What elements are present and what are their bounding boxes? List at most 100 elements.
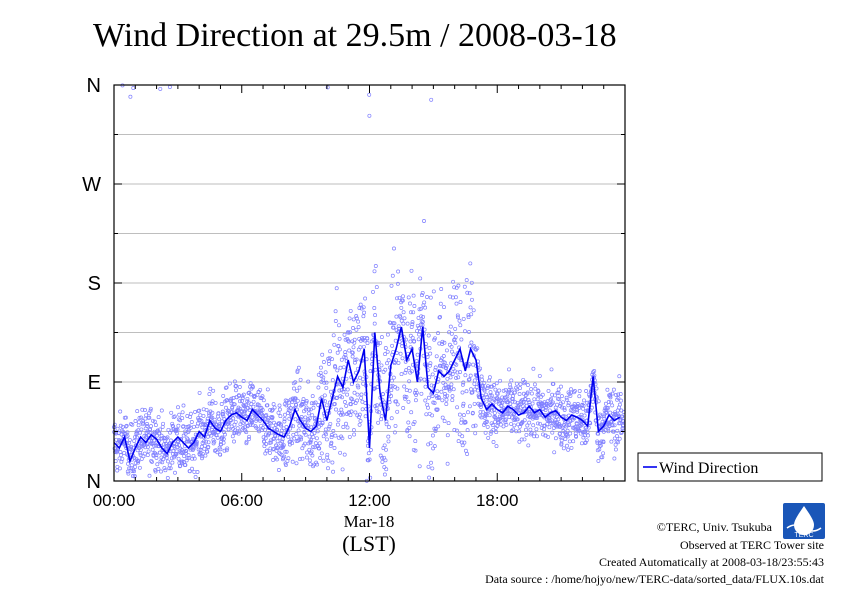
scatter-point bbox=[436, 424, 441, 429]
scatter-point bbox=[553, 436, 558, 441]
scatter-point bbox=[440, 415, 445, 420]
scatter-point bbox=[394, 358, 398, 363]
scatter-point bbox=[120, 456, 125, 461]
scatter-point bbox=[205, 434, 210, 439]
scatter-point bbox=[515, 417, 520, 422]
scatter-point bbox=[613, 447, 618, 452]
scatter-point bbox=[152, 443, 157, 448]
scatter-point bbox=[343, 400, 347, 404]
scatter-point bbox=[172, 414, 177, 419]
scatter-point bbox=[381, 369, 386, 374]
scatter-point bbox=[432, 444, 437, 449]
scatter-point bbox=[445, 433, 450, 438]
scatter-point bbox=[142, 451, 147, 456]
scatter-point bbox=[566, 403, 571, 408]
scatter-point bbox=[175, 427, 180, 432]
scatter-point bbox=[571, 409, 576, 414]
scatter-point bbox=[329, 433, 334, 437]
scatter-point bbox=[617, 402, 622, 407]
scatter-point bbox=[488, 390, 493, 395]
scatter-point bbox=[455, 370, 460, 375]
scatter-point bbox=[314, 436, 319, 441]
scatter-point bbox=[347, 348, 352, 353]
scatter-point bbox=[444, 364, 449, 368]
scatter-point bbox=[590, 372, 595, 377]
scatter-point bbox=[457, 412, 462, 417]
x-date-label: Mar-18 bbox=[344, 512, 395, 531]
scatter-point bbox=[598, 443, 603, 448]
scatter-point bbox=[426, 405, 430, 410]
scatter-point bbox=[188, 415, 193, 419]
scatter-point bbox=[396, 324, 401, 329]
scatter-point bbox=[290, 459, 295, 464]
scatter-point bbox=[232, 402, 237, 407]
scatter-point bbox=[265, 448, 269, 453]
scatter-point bbox=[428, 351, 433, 356]
scatter-point bbox=[362, 310, 367, 315]
scatter-point bbox=[507, 415, 512, 419]
scatter-point bbox=[395, 402, 400, 407]
scatter-point bbox=[265, 387, 270, 392]
scatter-point bbox=[245, 396, 250, 401]
scatter-point bbox=[281, 443, 286, 448]
scatter-point bbox=[125, 433, 130, 438]
scatter-point bbox=[565, 428, 570, 433]
scatter-point bbox=[540, 392, 545, 397]
scatter-point bbox=[260, 394, 265, 399]
scatter-point bbox=[228, 418, 233, 423]
scatter-point bbox=[204, 439, 208, 444]
scatter-point bbox=[391, 325, 396, 330]
scatter-point bbox=[215, 450, 220, 455]
scatter-point bbox=[365, 336, 370, 341]
scatter-point bbox=[420, 319, 425, 324]
scatter-point bbox=[454, 375, 459, 380]
scatter-point bbox=[562, 407, 567, 412]
scatter-point bbox=[412, 304, 417, 308]
scatter-point bbox=[437, 315, 442, 320]
scatter-point bbox=[221, 411, 225, 416]
scatter-point bbox=[502, 412, 507, 417]
scatter-point bbox=[589, 405, 594, 410]
scatter-point bbox=[478, 409, 483, 414]
scatter-point bbox=[307, 407, 312, 412]
scatter-point bbox=[192, 469, 197, 474]
scatter-point bbox=[158, 427, 163, 432]
scatter-point bbox=[574, 422, 579, 426]
scatter-point bbox=[323, 370, 328, 375]
scatter-point bbox=[395, 386, 400, 391]
scatter-point bbox=[227, 381, 232, 386]
scatter-point bbox=[279, 423, 283, 428]
scatter-point bbox=[300, 402, 304, 406]
scatter-point bbox=[187, 469, 192, 474]
scatter-point bbox=[444, 366, 449, 371]
scatter-point bbox=[439, 287, 444, 291]
scatter-point bbox=[310, 445, 315, 450]
scatter-point bbox=[170, 460, 175, 465]
scatter-point bbox=[203, 453, 208, 458]
scatter-point bbox=[373, 367, 378, 372]
scatter-point bbox=[332, 402, 337, 406]
scatter-point bbox=[407, 425, 412, 430]
scatter-point bbox=[271, 458, 276, 462]
scatter-point bbox=[322, 380, 327, 385]
scatter-point bbox=[218, 452, 223, 457]
grid-lines bbox=[114, 134, 625, 432]
scatter-point bbox=[504, 417, 508, 422]
scatter-point bbox=[136, 420, 141, 425]
scatter-point bbox=[548, 402, 553, 407]
scatter-point bbox=[356, 319, 361, 324]
scatter-point bbox=[357, 422, 362, 427]
scatter-point bbox=[556, 417, 561, 422]
scatter-point bbox=[458, 300, 463, 305]
scatter-point bbox=[206, 444, 211, 449]
scatter-point bbox=[614, 392, 619, 397]
scatter-point bbox=[516, 407, 521, 412]
scatter-point bbox=[204, 407, 209, 412]
scatter-point bbox=[389, 283, 394, 288]
scatter-point bbox=[492, 411, 497, 415]
scatter-point bbox=[222, 432, 227, 437]
scatter-point bbox=[555, 420, 560, 425]
scatter-point bbox=[422, 219, 426, 223]
scatter-point bbox=[450, 398, 455, 403]
